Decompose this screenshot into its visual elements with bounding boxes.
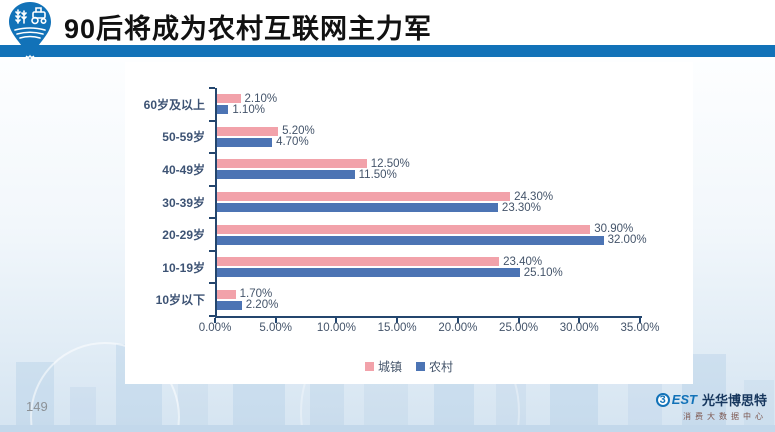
legend-item-rural: 农村 — [416, 358, 453, 375]
x-tick-label: 25.00% — [499, 322, 539, 334]
data-label: 2.10% — [244, 92, 278, 105]
ytick-mark — [209, 249, 215, 252]
x-tick-label: 20.00% — [438, 322, 478, 334]
xtick-mark — [335, 318, 338, 323]
data-label: 25.10% — [523, 266, 563, 279]
bar-城镇 — [215, 94, 241, 104]
xtick-mark — [396, 318, 399, 323]
legend-swatch-rural — [416, 362, 425, 371]
category-label: 40-49岁 — [162, 162, 205, 177]
bar-农村 — [215, 170, 355, 180]
category-label: 60岁及以上 — [143, 97, 205, 112]
category-label: 50-59岁 — [162, 130, 205, 145]
bar-城镇 — [215, 126, 279, 136]
legend-item-urban: 城镇 — [364, 358, 402, 375]
bar-农村 — [215, 105, 229, 115]
brand-logo: 3 EST 光华博思特 消费大数据中心 — [655, 390, 767, 422]
legend-swatch-urban — [364, 362, 374, 371]
legend-label-urban: 城镇 — [377, 360, 402, 374]
data-label: 2.20% — [245, 299, 279, 312]
x-tick-label: 5.00% — [259, 322, 293, 334]
bar-城镇 — [215, 159, 367, 169]
chart-row: 20-29岁 30.90% 32.00% — [125, 218, 693, 251]
xtick-mark — [578, 318, 581, 323]
brand-logo-est: EST — [671, 392, 697, 407]
ytick-mark — [209, 315, 215, 317]
ytick-mark — [209, 152, 215, 155]
page-number: 149 — [26, 399, 48, 414]
bar-chart: 60岁及以上 2.10% 1.10% 50-59岁 5.20% 4.70% 40-49岁 12… — [125, 87, 693, 323]
agriculture-pin-icon — [9, 2, 51, 60]
xtick-mark — [639, 318, 641, 323]
chart-row: 10-19岁 23.40% 25.10% — [125, 251, 693, 284]
slide-header: 90后将成为农村互联网主力军 — [0, 0, 775, 45]
axis-line-y — [215, 88, 217, 318]
bar-农村 — [215, 137, 273, 147]
xtick-mark — [517, 318, 520, 323]
brand-logo-chinese-name: 光华博思特 — [701, 393, 767, 408]
chart-row: 10岁以下 1.70% 2.20% — [125, 283, 693, 316]
bottom-strip — [0, 425, 775, 432]
x-tick-label: 0.00% — [198, 322, 232, 334]
xtick-mark — [274, 318, 277, 323]
x-axis-labels: 0.00% 5.00% 10.00% 15.00% 20.00% 25.00% 30.00%… — [125, 322, 693, 344]
bar-农村 — [215, 203, 498, 213]
bar-城镇 — [215, 289, 236, 299]
data-label: 24.30% — [514, 190, 554, 203]
xtick-mark — [214, 318, 216, 323]
axis-line-x — [215, 316, 642, 318]
bar-农村 — [215, 268, 520, 278]
data-label: 23.40% — [503, 255, 543, 268]
brand-logo-b-icon: 3 — [655, 392, 670, 407]
header-accent-bar — [0, 45, 775, 57]
bar-农村 — [215, 300, 242, 310]
bar-城镇 — [215, 192, 511, 202]
x-tick-label: 35.00% — [620, 322, 660, 334]
ytick-mark — [209, 184, 215, 187]
ytick-mark — [209, 119, 215, 122]
bar-农村 — [215, 235, 604, 245]
chart-legend: 城镇 农村 — [125, 358, 693, 375]
category-label: 10岁以下 — [155, 293, 205, 308]
chart-row: 50-59岁 5.20% 4.70% — [125, 121, 693, 154]
data-label: 11.50% — [358, 168, 397, 181]
cityscape-background — [0, 327, 775, 432]
x-tick-label: 15.00% — [377, 322, 417, 334]
x-tick-label: 10.00% — [316, 322, 356, 334]
x-tick-label: 30.00% — [559, 322, 599, 334]
category-label: 10-19岁 — [162, 260, 205, 275]
data-label: 1.70% — [239, 288, 273, 301]
category-label: 20-29岁 — [162, 228, 205, 243]
data-label: 5.20% — [282, 125, 315, 138]
brand-logo-subtitle: 消费大数据中心 — [683, 412, 767, 421]
chart-row: 40-49岁 12.50% 11.50% — [125, 153, 693, 186]
data-label: 32.00% — [607, 234, 647, 247]
bar-城镇 — [215, 257, 500, 267]
brand-logo-wordmark: 3 EST 光华博思特 — [655, 390, 767, 409]
category-label: 30-39岁 — [162, 195, 205, 210]
data-label: 30.90% — [594, 223, 634, 236]
data-label: 4.70% — [276, 136, 309, 149]
legend-label-rural: 农村 — [429, 360, 454, 374]
data-label: 23.30% — [501, 201, 541, 214]
chart-panel: 60岁及以上 2.10% 1.10% 50-59岁 5.20% 4.70% 40-49岁 12… — [125, 62, 693, 384]
ytick-mark — [209, 217, 215, 220]
bar-城镇 — [215, 224, 591, 234]
data-label: 12.50% — [370, 157, 410, 170]
chart-row: 60岁及以上 2.10% 1.10% — [125, 88, 693, 121]
xtick-mark — [456, 318, 459, 323]
data-label: 1.10% — [232, 103, 265, 116]
page-title: 90后将成为农村互联网主力军 — [64, 14, 433, 44]
ytick-mark — [209, 282, 215, 285]
ytick-mark — [209, 87, 215, 89]
chart-row: 30-39岁 24.30% 23.30% — [125, 186, 693, 219]
